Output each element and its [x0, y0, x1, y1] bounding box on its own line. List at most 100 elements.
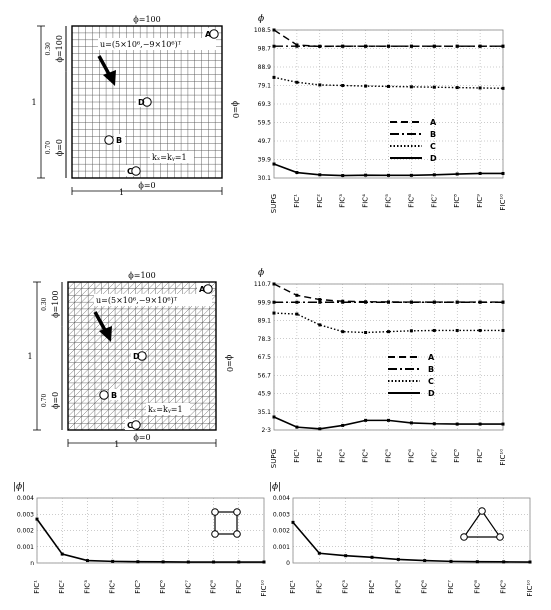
legend-label-c: C: [428, 377, 434, 386]
boundary-left-label: ϕ=100: [55, 35, 64, 62]
dim-width-label: 1: [119, 188, 124, 197]
point-label-bg: [109, 389, 120, 400]
data-point: [432, 85, 436, 89]
domain-border: [71, 25, 223, 179]
data-point: [528, 560, 532, 564]
x-tick-label: FIC⁵: [134, 580, 142, 594]
boundary-bottom-label: ϕ=0: [133, 433, 150, 442]
y-tick-label: 0.002: [17, 528, 34, 535]
data-point: [341, 330, 345, 334]
y-tick-label: 2·3: [261, 427, 271, 434]
data-point: [60, 552, 64, 556]
x-tick-label: SUPG: [270, 449, 278, 468]
data-point: [295, 80, 299, 84]
legend-label-c: C: [430, 142, 436, 151]
data-point: [272, 300, 276, 304]
data-point: [475, 560, 479, 564]
data-point: [455, 172, 459, 176]
x-tick-label: FIC³: [339, 449, 347, 463]
series-line-c: [273, 76, 504, 90]
domain-diagram-tri: ϕ=100 ϕ=0 ϕ=0 ϕ=100 ϕ=0 0.30 0.70 1 1 u=(5×10⁶,−9…: [27, 271, 234, 449]
data-point: [478, 328, 482, 332]
data-point: [455, 422, 459, 426]
data-point: [272, 282, 276, 286]
point-label-bg: [136, 96, 147, 107]
x-tick-label: FIC⁷: [430, 194, 438, 208]
data-point: [318, 323, 322, 327]
y-tick-label: 39.9: [258, 157, 272, 164]
velocity-label-bg: [98, 38, 216, 50]
x-tick-label: FIC⁴: [368, 580, 376, 594]
data-point: [318, 300, 322, 304]
legend-label-d: D: [430, 154, 437, 163]
legend-label-d: D: [428, 389, 435, 398]
velocity-arrow-head: [99, 326, 112, 342]
data-point: [501, 328, 505, 332]
x-tick-label: FIC¹⁰: [499, 449, 507, 466]
tri-element-icon: [462, 509, 502, 538]
boundary-bottom-label: ϕ=0: [138, 181, 155, 190]
point-marker-d: [137, 351, 147, 361]
data-point: [501, 422, 505, 426]
point-marker-d: [142, 97, 152, 107]
diffusion-label-bg: [150, 151, 194, 163]
y-tick-label: 30.1: [258, 175, 272, 182]
y-axis-label: |ϕ|: [13, 482, 25, 492]
data-point: [387, 300, 390, 304]
dim-bottom-label: 0.70: [41, 394, 48, 408]
data-point: [318, 83, 322, 87]
y-tick-label: 0.002: [273, 528, 290, 535]
data-point: [272, 162, 276, 166]
data-point: [387, 330, 390, 334]
dim-width-label: 1: [114, 440, 119, 449]
data-point: [409, 173, 413, 177]
diffusion-label-bg: [146, 403, 190, 415]
velocity-label: u=(5×10⁶,−9×10⁶)ᵀ: [100, 40, 182, 49]
point-marker-b: [99, 390, 109, 400]
data-point: [111, 559, 115, 563]
diffusion-label: kₓ=kᵧ=1: [152, 153, 187, 162]
y-tick-label: 0.004: [273, 495, 290, 502]
element-node: [478, 507, 486, 515]
data-point: [237, 560, 241, 564]
data-point: [455, 86, 459, 90]
data-point: [272, 44, 276, 48]
y-tick-label: 67.5: [258, 354, 272, 361]
legend-label-b: B: [430, 130, 436, 139]
y-tick-label: n: [30, 560, 34, 567]
data-point: [432, 328, 436, 332]
velocity-label: u=(5×10⁶,−9×10⁶)ᵀ: [96, 296, 178, 305]
y-tick-label: 79.1: [258, 83, 272, 90]
data-point: [364, 330, 368, 334]
y-tick-label: 45.9: [258, 391, 272, 398]
y-tick-label: 59.5: [258, 120, 272, 127]
data-point: [341, 84, 345, 87]
x-tick-label: FIC⁹: [476, 449, 484, 463]
point-label-bg: [125, 165, 136, 176]
data-point: [364, 300, 368, 304]
data-point: [409, 300, 413, 304]
data-point: [455, 300, 459, 304]
data-point: [341, 44, 345, 48]
point-label-a: A: [199, 285, 206, 294]
point-label-c: C: [127, 421, 133, 430]
data-point: [318, 298, 322, 302]
element-node: [211, 508, 219, 516]
data-point: [370, 555, 374, 559]
element-node: [460, 533, 468, 541]
data-point: [432, 173, 436, 177]
data-point: [432, 422, 436, 426]
data-point: [501, 86, 505, 90]
x-tick-label: SUPG: [270, 194, 278, 213]
data-point: [295, 44, 299, 48]
data-point: [478, 86, 482, 90]
data-point: [364, 173, 368, 177]
point-label-c: C: [127, 167, 133, 176]
x-tick-label: FIC⁸: [473, 580, 481, 594]
velocity-label-bg: [94, 294, 212, 306]
abs-phi-chart-quad: n 0.001 0.002 0.003 0.004 FIC¹ FIC² FIC³ FIC⁴ FIC…: [13, 482, 268, 597]
data-point: [364, 418, 368, 422]
boundary-right-label: ϕ=0: [231, 101, 240, 118]
x-tick-label: FIC⁶: [421, 580, 429, 594]
